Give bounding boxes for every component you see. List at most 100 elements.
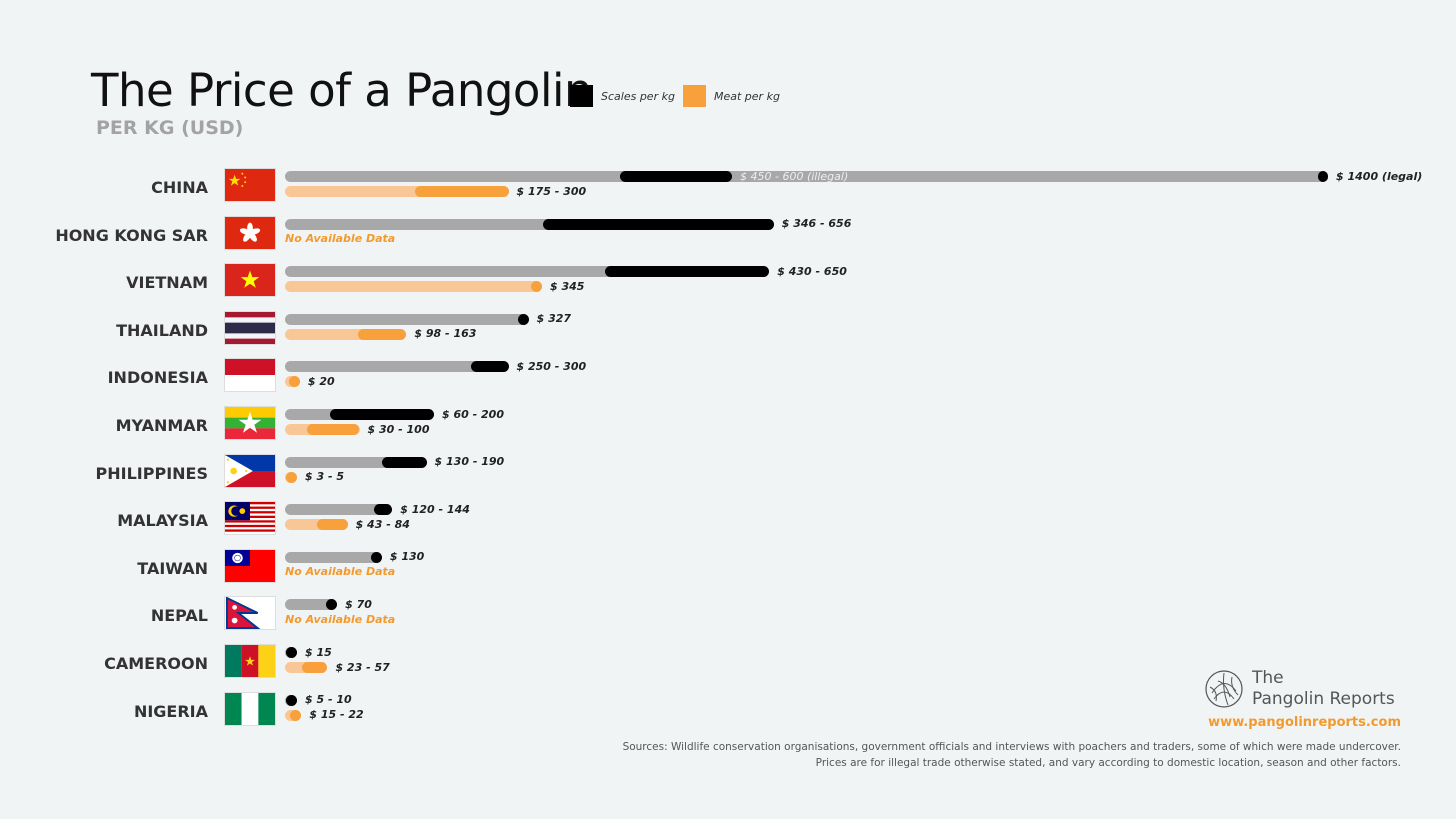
legend-label-scales: Scales per kg: [601, 89, 675, 103]
logo: The Pangolin Reports: [1204, 668, 1395, 710]
row-nigeria: NIGERIA $ 5 - 10 $ 15 - 22: [0, 691, 1456, 732]
meat-bar-malaysia: [317, 519, 348, 531]
flag-nepal: [224, 596, 276, 631]
sources-line-2: Prices are for illegal trade otherwise s…: [815, 757, 1401, 769]
scales-track-nepal: [285, 599, 338, 611]
meat-bar-myanmar: [307, 424, 360, 435]
country-label-cameroon: CAMEROON: [104, 654, 208, 673]
scales-label-philippines: $ 130 - 190: [434, 455, 505, 469]
flag-indonesia: [224, 358, 276, 393]
flag-nigeria: [224, 691, 276, 726]
scales-label-indonesia: $ 250 - 300: [516, 359, 587, 373]
meat-label-thailand: $ 98 - 163: [414, 327, 477, 341]
scales-bar-taiwan: [370, 551, 382, 563]
scales-bar-hong-kong-sar: [542, 218, 774, 230]
logo-line-1: The: [1252, 668, 1284, 688]
meat-label-indonesia: $ 20: [307, 374, 335, 388]
scales-bar-china: [620, 171, 732, 182]
flag-hong-kong-sar: [224, 215, 276, 250]
flag-cameroon: [224, 644, 276, 678]
country-label-china: CHINA: [151, 178, 208, 197]
scales-label-myanmar: $ 60 - 200: [442, 407, 504, 421]
scales-track-philippines: [285, 456, 427, 468]
meat-bar-vietnam: [531, 281, 543, 293]
meat-label-nigeria: $ 15 - 22: [309, 708, 364, 722]
country-label-malaysia: MALAYSIA: [117, 511, 208, 531]
row-myanmar: MYANMAR $ 60 - 200 $ 30 - 100: [0, 406, 1456, 446]
scales-bar-cameroon: [286, 647, 297, 658]
row-nepal: NEPAL $ 70 No Available Data: [0, 596, 1456, 636]
scales-bar-philippines: [381, 456, 427, 468]
scales-legal-label-china: $ 1400 (legal): [1336, 169, 1423, 183]
flag-china: [224, 168, 276, 202]
page-title: The Price of a Pangolin: [91, 64, 592, 117]
flag-malaysia: [224, 501, 276, 536]
scales-label-nigeria: $ 5 - 10: [305, 693, 352, 707]
legend-label-meat: Meat per kg: [714, 89, 780, 103]
scales-track-china: [285, 171, 1328, 182]
meat-bar-thailand: [358, 328, 407, 340]
flag-thailand: [224, 310, 276, 345]
logo-line-2: Pangolin Reports: [1252, 689, 1395, 709]
scales-bar-myanmar: [329, 409, 434, 420]
meat-label-myanmar: $ 30 - 100: [367, 422, 430, 436]
meat-label-china: $ 175 - 300: [516, 184, 587, 198]
scales-track-indonesia: [285, 361, 509, 373]
country-label-vietnam: VIETNAM: [126, 273, 208, 293]
scales-track-hong-kong-sar: [285, 218, 774, 230]
scales-label-hong-kong-sar: $ 346 - 656: [781, 217, 852, 231]
country-label-philippines: PHILIPPINES: [95, 463, 208, 483]
row-philippines: PHILIPPINES $ 130 - 190 $ 3 - 5: [0, 453, 1456, 494]
meat-track-china: [285, 186, 509, 197]
scales-track-vietnam: [285, 266, 770, 278]
legend-swatch-meat: [683, 85, 706, 107]
row-cameroon: CAMEROON $ 15 $ 23 - 57: [0, 644, 1456, 684]
country-label-thailand: THAILAND: [116, 320, 208, 340]
meat-track-vietnam: [285, 281, 543, 293]
meat-bar-cameroon: [302, 662, 328, 673]
country-label-nigeria: NIGERIA: [133, 701, 208, 721]
row-hong-kong-sar: HONG KONG SAR $ 346 - 656 No Available Dat…: [0, 215, 1456, 256]
logo-text: The Pangolin Reports: [1252, 668, 1395, 710]
scales-track-taiwan: [285, 551, 382, 563]
row-china: CHINA $ 450 - 600 (illegal) $ 1400 (legal)…: [0, 168, 1456, 208]
meat-label-malaysia: $ 43 - 84: [355, 517, 410, 531]
scales-label-cameroon: $ 15: [305, 645, 332, 659]
scales-bar-nigeria: [286, 694, 297, 706]
meat-bar-nigeria: [290, 709, 302, 721]
legend-item-meat: Meat per kg: [683, 85, 780, 107]
meat-label-taiwan: No Available Data: [285, 565, 396, 579]
scales-bar-indonesia: [471, 361, 509, 373]
scales-label-taiwan: $ 130: [389, 550, 425, 564]
meat-label-philippines: $ 3 - 5: [305, 470, 345, 484]
meat-label-hong-kong-sar: No Available Data: [285, 232, 396, 246]
row-indonesia: INDONESIA $ 250 - 300 $ 20: [0, 358, 1456, 398]
meat-track-malaysia: [285, 519, 348, 531]
scales-bar-thailand: [517, 313, 529, 325]
pangolin-logo-icon: [1205, 670, 1243, 708]
country-label-indonesia: INDONESIA: [107, 368, 208, 388]
meat-label-vietnam: $ 345: [550, 279, 585, 293]
scales-label-china: $ 450 - 600 (illegal): [740, 169, 849, 183]
row-malaysia: MALAYSIA $ 120 - 144 $ 43 - 84: [0, 501, 1456, 541]
flag-vietnam: [224, 263, 276, 298]
scales-legal-bar-china: [1318, 171, 1328, 182]
flag-philippines: [224, 453, 276, 488]
country-label-myanmar: MYANMAR: [115, 416, 208, 435]
sources-note: Sources: Wildlife conservation organisat…: [623, 739, 1401, 771]
page-subtitle: PER KG (USD): [96, 117, 244, 139]
country-label-nepal: NEPAL: [150, 606, 208, 626]
scales-label-nepal: $ 70: [345, 597, 372, 611]
scales-bar-malaysia: [374, 504, 393, 516]
legend-swatch-scales: [570, 85, 593, 107]
meat-bar-indonesia: [288, 376, 300, 388]
flag-myanmar: [224, 406, 276, 440]
meat-bar-philippines: [286, 471, 297, 483]
scales-bar-vietnam: [605, 266, 770, 278]
website-link[interactable]: www.pangolinreports.com: [1208, 715, 1401, 730]
scales-track-malaysia: [285, 504, 393, 516]
meat-label-cameroon: $ 23 - 57: [335, 660, 390, 674]
scales-label-thailand: $ 327: [536, 312, 572, 326]
scales-track-thailand: [285, 313, 529, 325]
row-thailand: THAILAND $ 327 $ 98 - 163: [0, 310, 1456, 351]
